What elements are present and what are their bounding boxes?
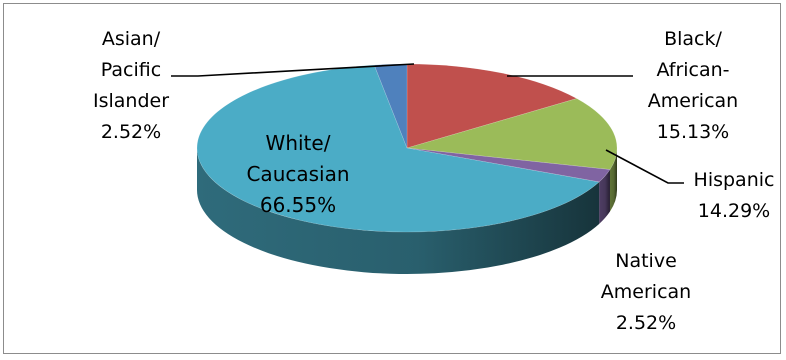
slice-category-label-0: American	[648, 90, 738, 112]
slice-percent-label-1: 14.29%	[698, 200, 770, 222]
pie-slices	[196, 63, 618, 233]
pie-slice-0	[406, 63, 578, 149]
pie-labels: Black/African- American 15.13% Hispanic 14.2…	[93, 28, 774, 334]
slice-percent-label-4: 2.52%	[101, 121, 161, 143]
slice-category-label-4: Pacific	[101, 59, 161, 81]
slice-percent-label-2: 2.52%	[616, 312, 676, 334]
pie-slice-1	[406, 98, 618, 170]
pie-side-3	[197, 148, 600, 274]
slice-category-label-4: Islander	[93, 90, 169, 112]
slice-category-label-2: Native	[615, 250, 677, 272]
leader-line-4	[171, 63, 415, 77]
slice-category-label-3: White/	[266, 131, 331, 155]
pie-side-2	[599, 169, 610, 224]
slice-category-label-1: Hispanic	[694, 169, 775, 191]
pie-slice-2	[406, 147, 611, 183]
pie-side-1	[609, 148, 617, 212]
slice-category-label-3: Caucasian	[246, 162, 349, 186]
pie-slice-3	[196, 64, 600, 233]
slice-percent-label-3: 66.55%	[260, 193, 336, 217]
slice-percent-label-0: 15.13%	[657, 121, 729, 143]
slice-category-label-4: Asian/	[102, 28, 161, 50]
leader-line-1	[605, 149, 684, 184]
slice-category-label-0: African-	[656, 59, 729, 81]
slice-category-label-2: American	[601, 281, 691, 303]
pie-side-walls	[197, 148, 617, 274]
slice-category-label-0: Black/	[664, 28, 722, 50]
